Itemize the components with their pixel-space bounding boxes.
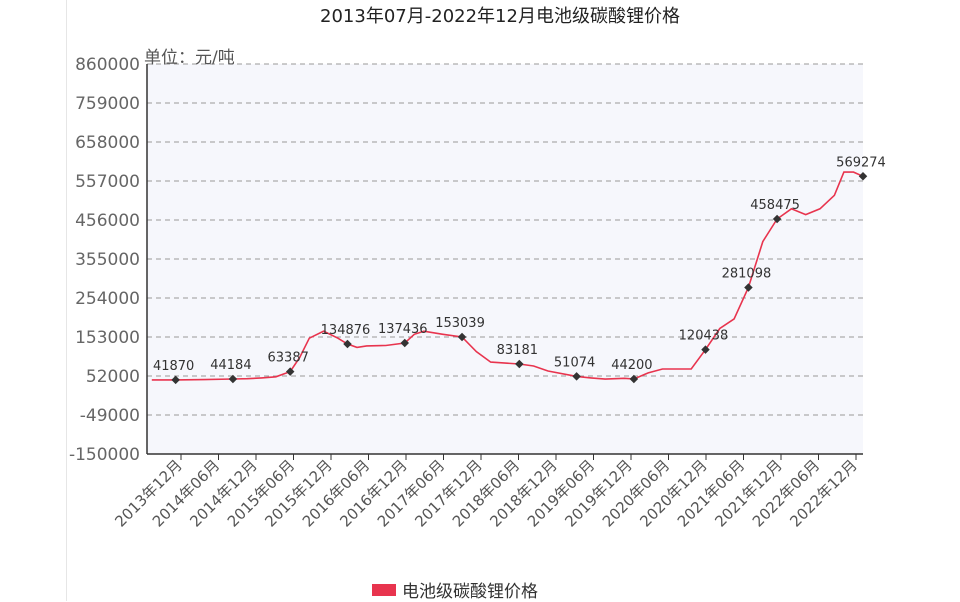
legend-label: 电池级碳酸锂价格 [402, 582, 538, 602]
data-label: 51074 [554, 355, 595, 370]
y-tick-label: 355000 [75, 250, 140, 270]
data-point [343, 339, 352, 349]
plot-area [147, 64, 863, 454]
data-point [228, 374, 238, 384]
data-point [744, 283, 753, 292]
y-tick-label: 456000 [75, 211, 140, 231]
data-label: 63387 [268, 351, 309, 366]
chart-title: 2013年07月-2022年12月电池级碳酸锂价格 [320, 6, 680, 27]
data-point [285, 367, 295, 376]
data-label: 137436 [378, 322, 428, 337]
data-label: 458475 [750, 198, 800, 213]
data-label: 153039 [435, 316, 485, 331]
y-tick-label: 254000 [75, 289, 140, 309]
y-tick-label: 860000 [75, 55, 140, 75]
data-point [701, 345, 710, 354]
data-point [457, 332, 467, 342]
page-left-rule [66, 0, 67, 601]
legend-swatch [372, 583, 396, 596]
data-label: 44184 [210, 358, 251, 373]
data-point [400, 338, 410, 348]
y-tick-label: -150000 [69, 445, 140, 465]
data-point [515, 359, 524, 369]
data-label: 83181 [497, 343, 538, 358]
data-label: 134876 [321, 323, 371, 338]
data-label: 44200 [611, 358, 652, 373]
data-label: 120438 [679, 329, 729, 344]
y-tick-label: -49000 [80, 406, 140, 426]
unit-label: 单位：元/吨 [144, 48, 235, 68]
legend: 电池级碳酸锂价格 [372, 577, 538, 602]
y-tick-label: 153000 [75, 328, 140, 348]
y-tick-label: 557000 [75, 172, 140, 192]
y-tick-label: 658000 [75, 133, 140, 153]
data-label: 569274 [836, 155, 886, 170]
y-tick-label: 52000 [86, 367, 140, 387]
data-label: 41870 [153, 359, 194, 374]
data-point [171, 375, 180, 385]
y-tick-label: 759000 [75, 94, 140, 114]
data-point [629, 374, 639, 384]
data-label: 281098 [722, 267, 772, 282]
data-point [572, 372, 581, 381]
